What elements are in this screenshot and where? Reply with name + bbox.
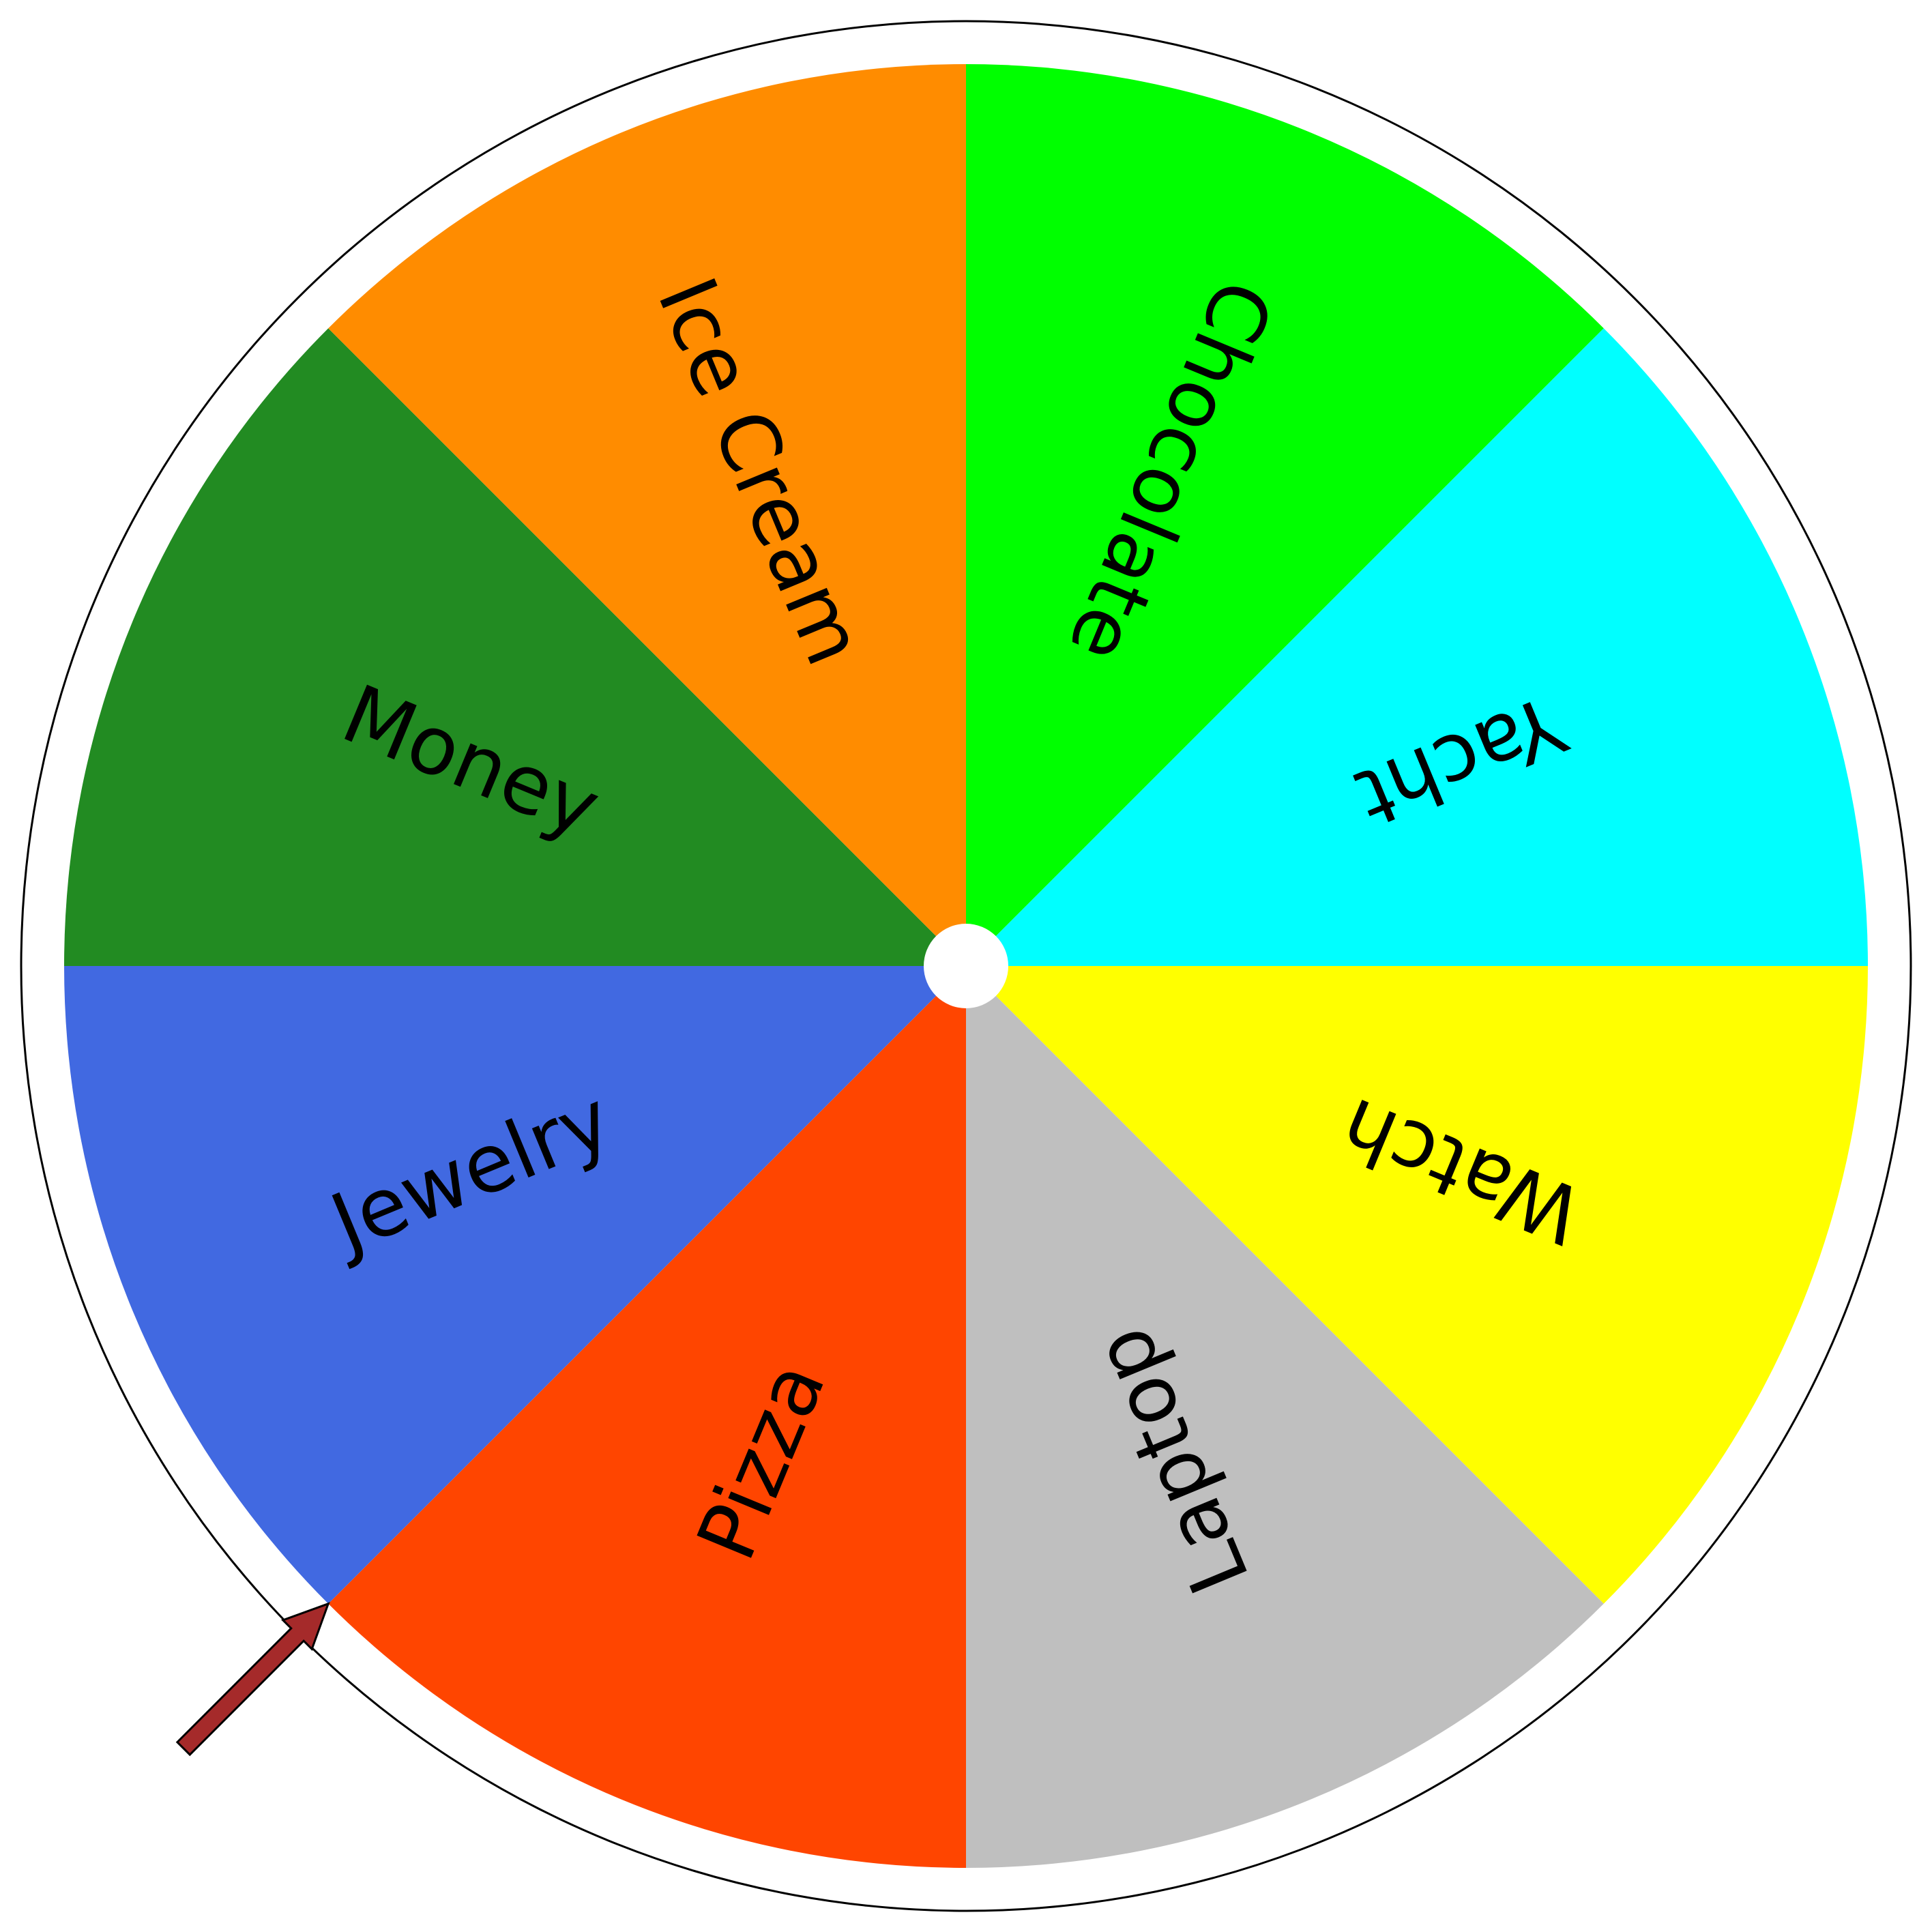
wheel-segment-yacht [966, 328, 1868, 966]
wheel-segment-ice-cream [328, 64, 966, 966]
wheel-segment-watch [966, 966, 1868, 1604]
spin-wheel[interactable]: ChocolateYachtWatchLaptopPizzaJewelryMon… [64, 64, 1868, 1868]
wheel-segments [64, 64, 1868, 1868]
wheel-segment-money [64, 328, 966, 966]
wheel-segment-chocolate [966, 64, 1604, 966]
arrow-pointer-icon [175, 1602, 330, 1757]
wheel-center-hub[interactable] [924, 924, 1008, 1008]
wheel-segment-pizza [328, 966, 966, 1868]
wheel-segment-laptop [966, 966, 1604, 1868]
wheel-segment-jewelry [64, 966, 966, 1604]
